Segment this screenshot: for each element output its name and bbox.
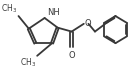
Text: O: O [85,19,91,28]
Text: CH$_3$: CH$_3$ [1,3,18,15]
Text: CH$_3$: CH$_3$ [20,57,36,69]
Text: O: O [68,51,75,60]
Text: NH: NH [47,8,60,17]
